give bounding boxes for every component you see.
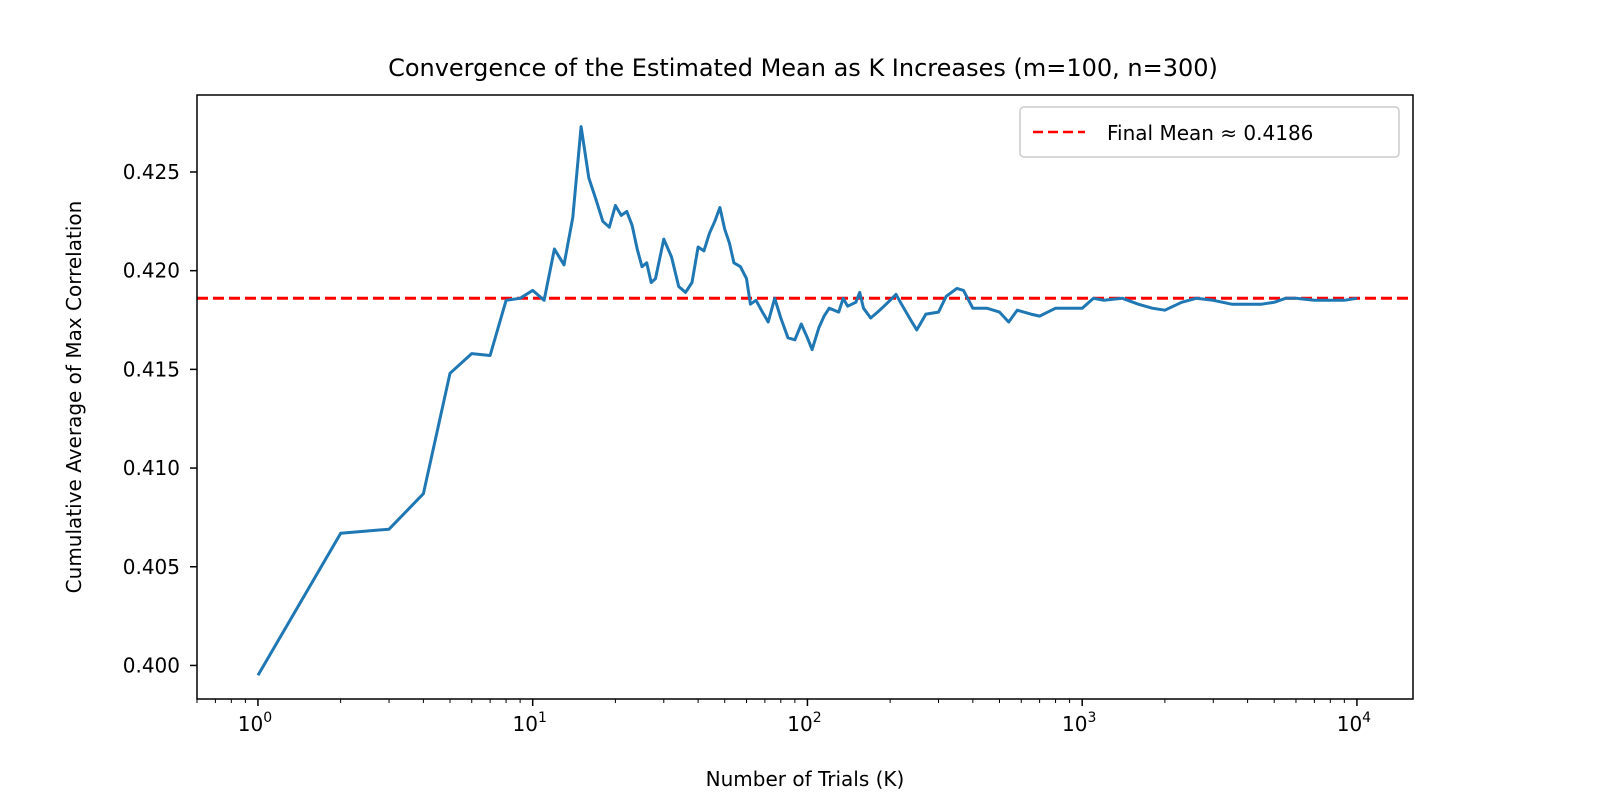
y-tick-label: 0.415 bbox=[123, 357, 180, 381]
axes: 0.400 0.405 0.410 0.415 0.420 0.425 100 101 102 1… bbox=[123, 160, 1371, 736]
y-tick-label: 0.420 bbox=[123, 259, 180, 283]
series-line-0 bbox=[256, 125, 1358, 677]
x-tick-label: 102 bbox=[787, 710, 821, 736]
plot-area bbox=[197, 125, 1413, 677]
y-tick-label: 0.410 bbox=[123, 456, 180, 480]
legend: Final Mean ≈ 0.4186 bbox=[1019, 106, 1400, 158]
x-tick-label: 100 bbox=[238, 710, 272, 736]
y-tick-label: 0.425 bbox=[123, 160, 180, 184]
chart-title: Convergence of the Estimated Mean as K I… bbox=[388, 54, 1218, 82]
legend-entry-final-mean: Final Mean ≈ 0.4186 bbox=[1107, 121, 1313, 145]
x-axis-label: Number of Trials (K) bbox=[706, 767, 905, 791]
y-axis-label: Cumulative Average of Max Correlation bbox=[62, 201, 86, 594]
x-tick-label: 103 bbox=[1062, 710, 1096, 736]
x-tick-label: 101 bbox=[513, 710, 547, 736]
legend-box bbox=[1019, 106, 1400, 158]
y-tick-label: 0.400 bbox=[123, 653, 180, 677]
plot-frame bbox=[196, 94, 1414, 700]
y-tick-label: 0.405 bbox=[123, 555, 180, 579]
x-tick-label: 104 bbox=[1337, 710, 1371, 736]
